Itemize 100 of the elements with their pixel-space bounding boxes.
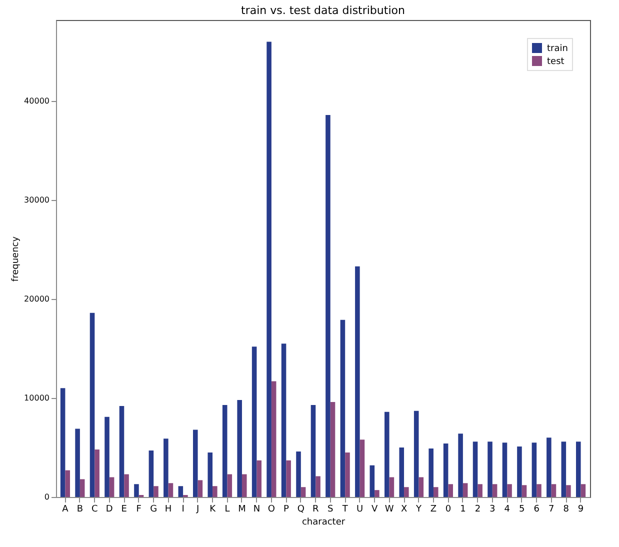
bar [360,440,365,497]
bar [193,430,198,497]
x-tick-label: U [356,504,364,514]
x-tick-label: R [312,504,319,514]
bar [404,487,409,497]
x-tick-label: Q [297,504,304,514]
x-tick-label: 5 [519,504,525,514]
bar [222,404,228,497]
bar [345,452,350,497]
y-tick-label: 40000 [24,96,50,106]
bar [536,484,542,497]
bar [208,452,213,497]
bar [472,442,478,497]
x-axis-title: character [302,518,346,528]
bar [492,484,498,497]
bar [326,115,330,497]
bar [109,477,114,497]
bar [104,416,110,497]
bar [119,406,124,497]
bar [178,486,184,497]
x-tick-label: V [371,504,378,514]
bar [458,434,463,497]
x-tick-label: 8 [563,504,570,514]
bar [227,474,232,497]
x-tick-label: T [341,504,348,514]
bar [60,388,66,497]
x-tick-label: N [253,504,260,514]
x-tick-label: J [195,504,200,514]
legend-label: test [547,57,565,67]
y-tick-label: 10000 [24,394,50,403]
x-tick-label: 2 [474,504,481,514]
bar [286,460,291,497]
bar [340,320,346,497]
legend-label: train [547,44,568,54]
bar [90,312,95,497]
bar [281,344,286,497]
bar [414,410,419,497]
x-tick-label: Z [430,504,437,514]
bar [300,487,306,497]
bar [242,474,247,497]
x-tick-label: 0 [445,504,452,514]
bar [75,428,80,497]
bar [580,484,586,497]
bar [316,476,320,497]
bar [198,480,203,497]
bar [478,484,482,497]
bar [65,470,70,497]
bar [418,477,424,497]
bar [389,477,394,497]
bar [154,486,158,497]
bar [576,442,581,497]
bar [212,486,218,497]
bar [80,479,85,497]
x-tick-label: O [268,504,275,514]
bar [310,404,316,497]
x-tick-label: D [106,504,113,514]
bar [271,381,276,497]
bar [124,474,129,497]
x-tick-label: P [283,504,290,514]
bar [551,484,556,497]
bar [433,487,438,497]
bar [384,412,390,497]
x-tick-label: 6 [534,504,540,514]
x-tick-label: S [328,504,334,514]
chart-title: train vs. test data distribution [241,4,405,17]
x-tick-label: E [121,504,128,514]
bar [148,450,154,497]
bar [522,485,527,497]
bar [488,442,492,497]
x-tick-label: L [224,504,230,514]
bar [134,484,139,497]
x-tick-label: K [210,504,217,514]
bar [561,442,566,497]
y-tick-label: 30000 [24,196,50,205]
bar [164,438,168,497]
bar [428,448,434,497]
y-tick-label: 0 [44,492,50,502]
bar [517,446,522,497]
x-tick-label: M [238,504,246,514]
y-tick-label: 20000 [24,294,50,304]
bar [502,442,508,497]
bar [237,400,242,497]
x-tick-label: 9 [578,504,584,514]
bar [330,402,336,497]
bar [266,42,272,497]
bar [168,483,174,497]
x-tick-label: X [400,504,408,514]
x-tick-label: C [92,504,98,514]
x-tick-label: Y [415,504,422,514]
bar [252,346,257,497]
x-tick-label: 7 [548,504,554,514]
bar [443,444,448,497]
x-tick-label: A [62,504,70,514]
bar [256,460,262,497]
bar [507,484,512,497]
x-tick-label: G [150,504,158,514]
bar [546,438,552,497]
x-tick-label: I [182,504,184,514]
bar [399,448,404,497]
bar [532,442,537,497]
